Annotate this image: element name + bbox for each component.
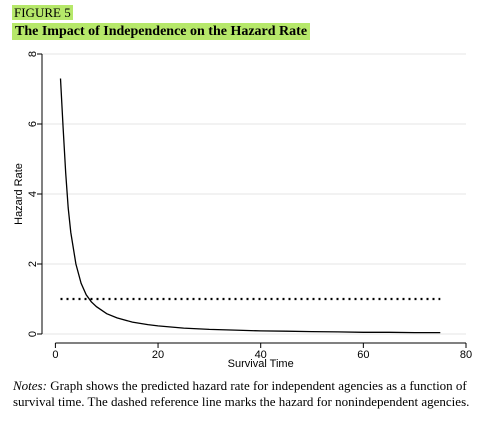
x-tick-label-3: 60: [357, 349, 369, 361]
gridlines: [40, 54, 466, 334]
x-tick-label-4: 80: [460, 349, 472, 361]
y-tick-label-4: 8: [27, 51, 39, 57]
series-group: [61, 79, 441, 333]
y-tick-label-3: 6: [27, 121, 39, 127]
y-tick-label-0: 0: [27, 331, 39, 337]
x-tick-label-0: 0: [52, 349, 58, 361]
x-tick-label-1: 20: [152, 349, 164, 361]
notes-text: Graph shows the predicted hazard rate fo…: [13, 378, 469, 409]
x-axis-label: Survival Time: [228, 358, 294, 370]
y-axis-label: Hazard Rate: [13, 163, 25, 225]
y-tick-label-2: 4: [27, 191, 39, 197]
hazard-curve-line: [61, 79, 441, 333]
figure-notes: Notes: Graph shows the predicted hazard …: [13, 378, 471, 410]
y-tick-label-1: 2: [27, 261, 39, 267]
notes-prefix: Notes:: [13, 378, 47, 393]
